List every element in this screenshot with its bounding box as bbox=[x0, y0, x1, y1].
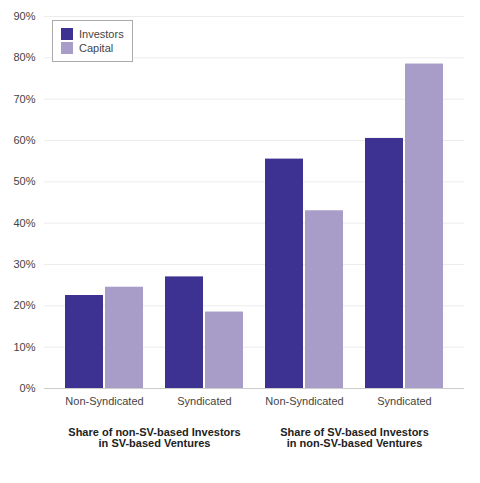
svg-text:50%: 50% bbox=[13, 175, 35, 187]
svg-text:90%: 90% bbox=[13, 10, 35, 22]
svg-text:20%: 20% bbox=[13, 299, 35, 311]
svg-text:40%: 40% bbox=[13, 217, 35, 229]
svg-text:Share of non-SV-based Investor: Share of non-SV-based Investorsin SV-bas… bbox=[68, 426, 240, 449]
svg-text:Non-Syndicated: Non-Syndicated bbox=[65, 395, 143, 407]
svg-text:70%: 70% bbox=[13, 93, 35, 105]
svg-text:Syndicated: Syndicated bbox=[177, 395, 231, 407]
svg-text:30%: 30% bbox=[13, 258, 35, 270]
svg-text:0%: 0% bbox=[20, 382, 36, 394]
svg-text:Non-Syndicated: Non-Syndicated bbox=[265, 395, 343, 407]
svg-text:Syndicated: Syndicated bbox=[377, 395, 431, 407]
html-text:Capital: Capital bbox=[79, 42, 114, 54]
html-text:Investors: Investors bbox=[79, 28, 124, 40]
svg-text:60%: 60% bbox=[13, 134, 35, 146]
svg-text:10%: 10% bbox=[13, 341, 35, 353]
svg-text:Share of SV-based Investorsin: Share of SV-based Investorsin non-SV-bas… bbox=[280, 426, 429, 449]
svg-text:80%: 80% bbox=[13, 51, 35, 63]
